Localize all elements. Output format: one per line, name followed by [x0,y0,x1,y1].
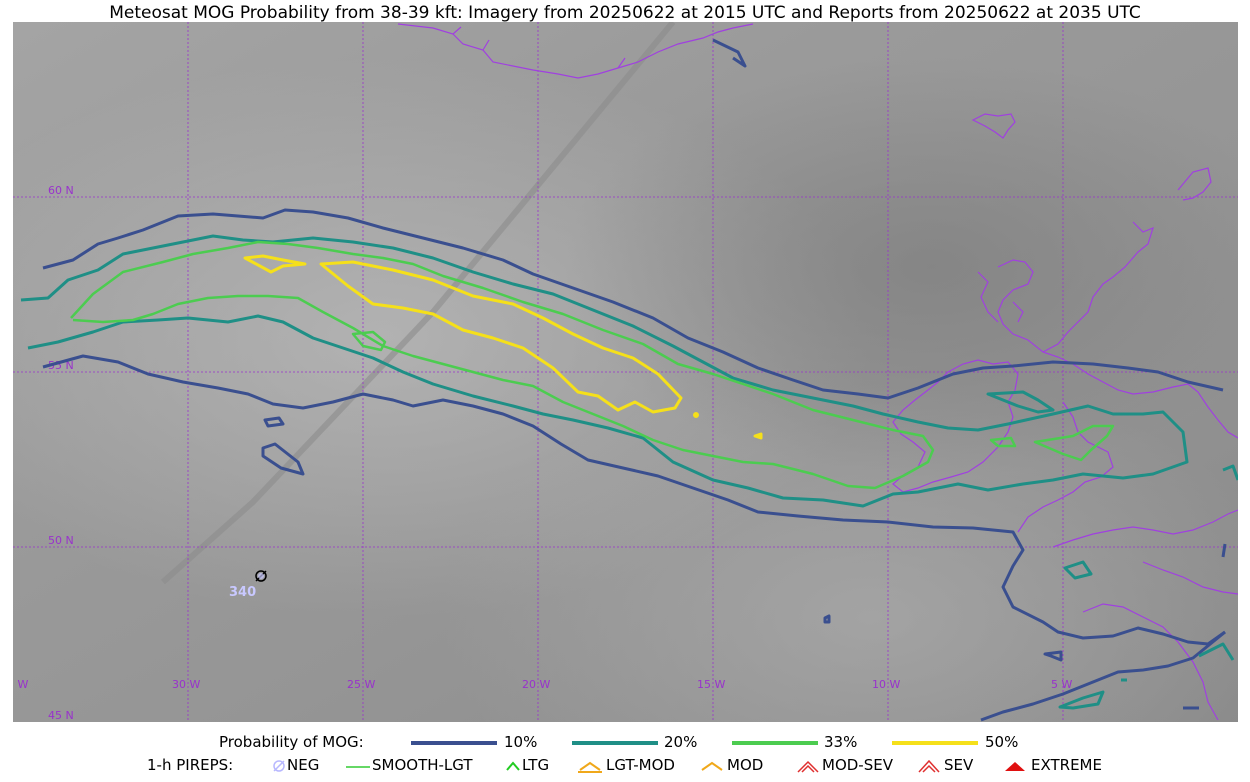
pirep-label-ltg: LTG [522,756,550,774]
mod-sev-icon [797,760,819,773]
pirep-label-mod-sev: MOD-SEV [822,756,893,774]
lat-label: 45 N [48,709,74,722]
pirep-label-smooth-lgt: SMOOTH-LGT [372,756,473,774]
legend-label-50: 50% [985,733,1019,751]
probability-legend-title: Probability of MOG: [219,733,364,751]
satellite-map[interactable]: 60 N 55 N 50 N 45 N 35 W 30 W 25 W 20 W … [13,22,1238,722]
lon-label: 5 W [1051,678,1072,691]
legend-swatch-10 [411,741,497,745]
pirep-label-sev: SEV [944,756,974,774]
swath-edge [161,22,676,585]
pirep-label-neg: NEG [287,756,320,774]
contour-50pct [243,254,763,440]
pirep-legend-title: 1-h PIREPS: [147,756,234,774]
lon-label: 20 W [522,678,550,691]
contour-20pct [20,234,1238,710]
legend-label-33: 33% [824,733,858,751]
chart-title: Meteosat MOG Probability from 38-39 kft:… [109,3,1141,23]
legend-label-10: 10% [504,733,538,751]
pirep-label-extreme: EXTREME [1031,756,1102,774]
legend-swatch-50 [892,741,978,745]
ltg-icon [506,761,520,771]
graticule [13,22,1238,722]
pirep-flight-level: 340 [229,585,256,600]
legend-swatch-33 [732,741,818,745]
contour-10pct [42,38,1227,722]
probability-legend: Probability of MOG: 10% 20% 33% 50% [0,733,1250,755]
neg-icon [273,760,285,772]
contour-33pct [70,240,1115,490]
sev-icon [918,759,940,773]
lat-label: 55 N [48,359,74,372]
lon-label: 25 W [347,678,375,691]
extreme-icon [1005,762,1025,771]
map-canvas: 60 N 55 N 50 N 45 N 35 W 30 W 25 W 20 W … [13,22,1238,722]
lon-label: 10 W [872,678,900,691]
lon-label: 35 W [13,678,28,691]
lon-label: 15 W [697,678,725,691]
lat-label: 60 N [48,184,74,197]
legend-label-20: 20% [664,733,698,751]
pirep-report[interactable]: 340 [229,570,267,600]
lat-label: 50 N [48,534,74,547]
neg-icon [255,570,267,582]
pirep-label-mod: MOD [727,756,764,774]
pirep-label-lgt-mod: LGT-MOD [606,756,675,774]
smooth-lgt-icon [346,766,370,768]
pirep-legend: 1-h PIREPS: NEG SMOOTH-LGT LTG LGT-MOD M… [0,756,1250,778]
mod-icon [701,761,723,771]
legend-swatch-20 [572,741,658,745]
lgt-mod-icon [578,761,602,773]
lon-label: 30 W [172,678,200,691]
